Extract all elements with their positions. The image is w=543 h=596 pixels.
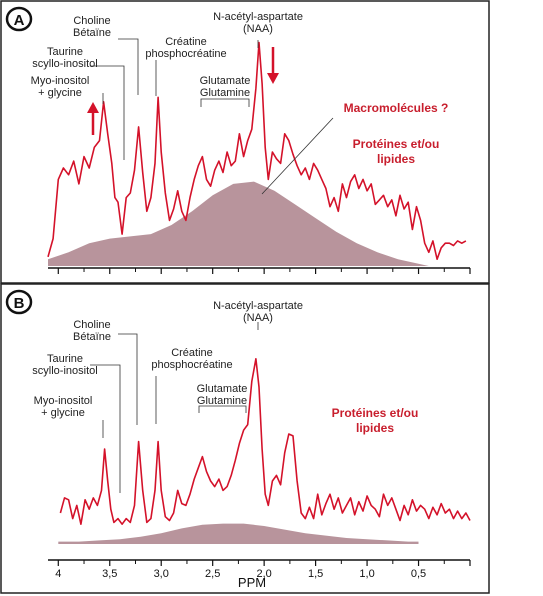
spectrum-line: [47, 41, 467, 260]
peak-label-choline: Choline Bétaïne: [73, 319, 111, 343]
panel-a-ticks: [57, 268, 471, 274]
proteins-label-a: Protéines et/ou lipides: [353, 137, 440, 166]
peak-label-taurine: Taurine scyllo-inositol: [32, 353, 97, 377]
peak-label-naa: N-acétyl-aspartate (NAA): [213, 300, 303, 324]
panel-a-leader-lines: [90, 38, 259, 160]
panel-b-leader-lines: [90, 322, 259, 493]
macromolecule-baseline-fill: [48, 181, 429, 266]
peak-label-myo-inositol: Myo-inositol + glycine: [31, 75, 90, 99]
axis-tick-label: 3,0: [154, 568, 169, 580]
axis-tick-label: 3,5: [102, 568, 117, 580]
peak-label-myo-inositol: Myo-inositol + glycine: [34, 395, 93, 419]
macromolecule-baseline-fill: [58, 523, 419, 544]
peak-label-glutamate: Glutamate Glutamine: [200, 75, 251, 99]
proteins-label-b: Protéines et/ou lipides: [332, 406, 419, 435]
axis-tick-label: 0,5: [411, 568, 426, 580]
panel-b-ticks: 4 3,5 3,0 2,5 2,0 1,5 1,0 0,5: [55, 560, 471, 580]
peak-label-creatine: Créatine phosphocréatine: [151, 347, 232, 371]
axis-label-ppm: PPM: [238, 575, 266, 590]
panel-b-badge: B: [5, 289, 33, 315]
spectrum-line: [59, 358, 471, 525]
axis-tick-label: 4: [55, 568, 61, 580]
peak-label-choline: Choline Bétaïne: [73, 15, 111, 39]
peak-label-naa: N-acétyl-aspartate (NAA): [213, 11, 303, 35]
macromolecules-pointer: [261, 117, 334, 195]
axis-tick-label: 1,0: [359, 568, 374, 580]
axis-tick-label: 1,5: [308, 568, 323, 580]
peak-label-creatine: Créatine phosphocréatine: [145, 36, 226, 60]
peak-label-taurine: Taurine scyllo-inositol: [32, 46, 97, 70]
axis-tick-label: 2,0: [256, 568, 271, 580]
panel-a-plot: [47, 41, 467, 266]
increase-arrow: [87, 102, 99, 135]
svg-text:B: B: [14, 295, 25, 312]
panel-a-badge: A: [5, 6, 33, 32]
axis-tick-label: 2,5: [205, 568, 220, 580]
svg-text:A: A: [14, 12, 25, 29]
peak-label-glutamate: Glutamate Glutamine: [197, 383, 248, 407]
panel-b-plot: [58, 358, 471, 544]
decrease-arrow: [267, 47, 279, 84]
macromolecules-label: Macromolécules ?: [344, 101, 449, 115]
